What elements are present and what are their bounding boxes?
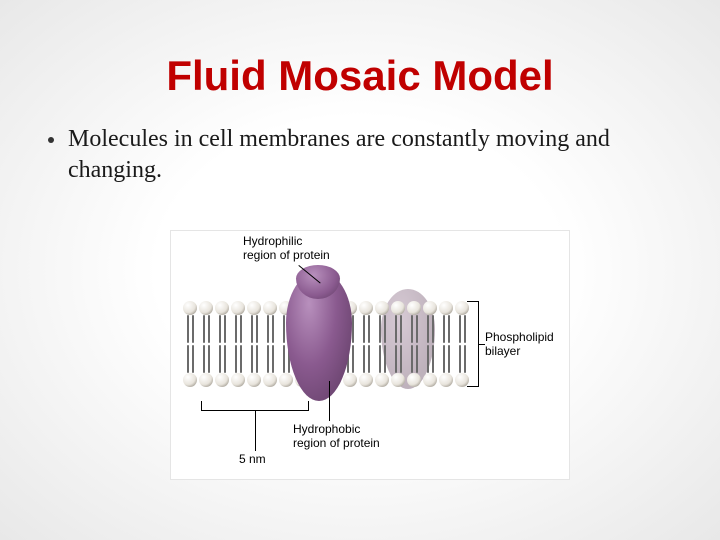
diagram-label-hydrophilic: Hydrophilic region of protein <box>243 235 330 263</box>
phospholipid-head <box>247 301 261 315</box>
phospholipid-head <box>423 301 437 315</box>
phospholipid-tail <box>432 345 434 373</box>
phospholipid-head <box>263 301 277 315</box>
diagram-label-hydrophobic: Hydrophobic region of protein <box>293 423 380 451</box>
phospholipid-head <box>199 373 213 387</box>
phospholipid-tail <box>240 345 242 373</box>
phospholipid-head <box>183 301 197 315</box>
phospholipid-tail <box>427 345 429 373</box>
phospholipid-tail <box>459 315 461 343</box>
phospholipid-head <box>407 373 421 387</box>
phospholipid-tail <box>443 315 445 343</box>
bilayer-bracket <box>467 301 479 387</box>
phospholipid-head <box>279 373 293 387</box>
phospholipid-tail <box>411 345 413 373</box>
phospholipid-tail <box>459 345 461 373</box>
phospholipid-tail <box>283 315 285 343</box>
phospholipid-head <box>359 373 373 387</box>
phospholipid-head <box>439 301 453 315</box>
phospholipid-head <box>439 373 453 387</box>
phospholipid-tail <box>411 315 413 343</box>
phospholipid-tail <box>368 345 370 373</box>
phospholipid-tail <box>240 315 242 343</box>
phospholipid-head <box>231 301 245 315</box>
phospholipid-tail <box>395 345 397 373</box>
phospholipid-tail <box>208 345 210 373</box>
phospholipid-head <box>391 301 405 315</box>
phospholipid-head <box>199 301 213 315</box>
phospholipid-tail <box>432 315 434 343</box>
phospholipid-head <box>375 301 389 315</box>
phospholipid-head <box>407 301 421 315</box>
phospholipid-head <box>391 373 405 387</box>
bullet-dot <box>48 137 54 143</box>
phospholipid-tail <box>384 345 386 373</box>
phospholipid-tail <box>448 345 450 373</box>
phospholipid-tail <box>192 315 194 343</box>
phospholipid-tail <box>379 345 381 373</box>
phospholipid-tail <box>208 315 210 343</box>
phospholipid-head <box>183 373 197 387</box>
phospholipid-tail <box>224 345 226 373</box>
phospholipid-tail <box>219 315 221 343</box>
phospholipid-tail <box>272 345 274 373</box>
scale-bracket <box>201 401 309 411</box>
phospholipid-head <box>359 301 373 315</box>
phospholipid-tail <box>400 345 402 373</box>
phospholipid-tail <box>251 315 253 343</box>
phospholipid-head <box>263 373 277 387</box>
phospholipid-head <box>375 373 389 387</box>
phospholipid-tail <box>395 315 397 343</box>
phospholipid-tail <box>187 345 189 373</box>
phospholipid-tail <box>272 315 274 343</box>
phospholipid-tail <box>352 345 354 373</box>
phospholipid-tail <box>267 315 269 343</box>
phospholipid-tail <box>235 345 237 373</box>
phospholipid-tail <box>384 315 386 343</box>
membrane-diagram: Hydrophilic region of protein Hydrophobic… <box>170 230 570 480</box>
bullet-item: Molecules in cell membranes are constant… <box>0 100 720 186</box>
phospholipid-tail <box>203 315 205 343</box>
phospholipid-head <box>231 373 245 387</box>
phospholipid-tail <box>187 315 189 343</box>
phospholipid-head <box>423 373 437 387</box>
phospholipid-tail <box>363 315 365 343</box>
leader-hydrophobic <box>329 381 330 421</box>
phospholipid-tail <box>464 345 466 373</box>
phospholipid-tail <box>416 315 418 343</box>
bullet-text: Molecules in cell membranes are constant… <box>68 124 672 186</box>
phospholipid-tail <box>400 315 402 343</box>
phospholipid-tail <box>235 315 237 343</box>
diagram-label-bilayer: Phospholipid bilayer <box>485 331 554 359</box>
scale-bracket-tick <box>255 411 256 451</box>
phospholipid-tail <box>256 315 258 343</box>
phospholipid-head <box>215 301 229 315</box>
phospholipid-tail <box>448 315 450 343</box>
phospholipid-tail <box>379 315 381 343</box>
phospholipid-tail <box>427 315 429 343</box>
phospholipid-head <box>343 373 357 387</box>
phospholipid-tail <box>219 345 221 373</box>
phospholipid-tail <box>443 345 445 373</box>
phospholipid-tail <box>203 345 205 373</box>
phospholipid-head <box>215 373 229 387</box>
phospholipid-tail <box>363 345 365 373</box>
page-title: Fluid Mosaic Model <box>0 0 720 100</box>
phospholipid-tail <box>192 345 194 373</box>
phospholipid-tail <box>368 315 370 343</box>
phospholipid-tail <box>267 345 269 373</box>
phospholipid-tail <box>464 315 466 343</box>
phospholipid-tail <box>256 345 258 373</box>
phospholipid-tail <box>224 315 226 343</box>
phospholipid-tail <box>251 345 253 373</box>
diagram-label-scale: 5 nm <box>239 453 266 467</box>
phospholipid-head <box>247 373 261 387</box>
phospholipid-tail <box>416 345 418 373</box>
phospholipid-tail <box>283 345 285 373</box>
